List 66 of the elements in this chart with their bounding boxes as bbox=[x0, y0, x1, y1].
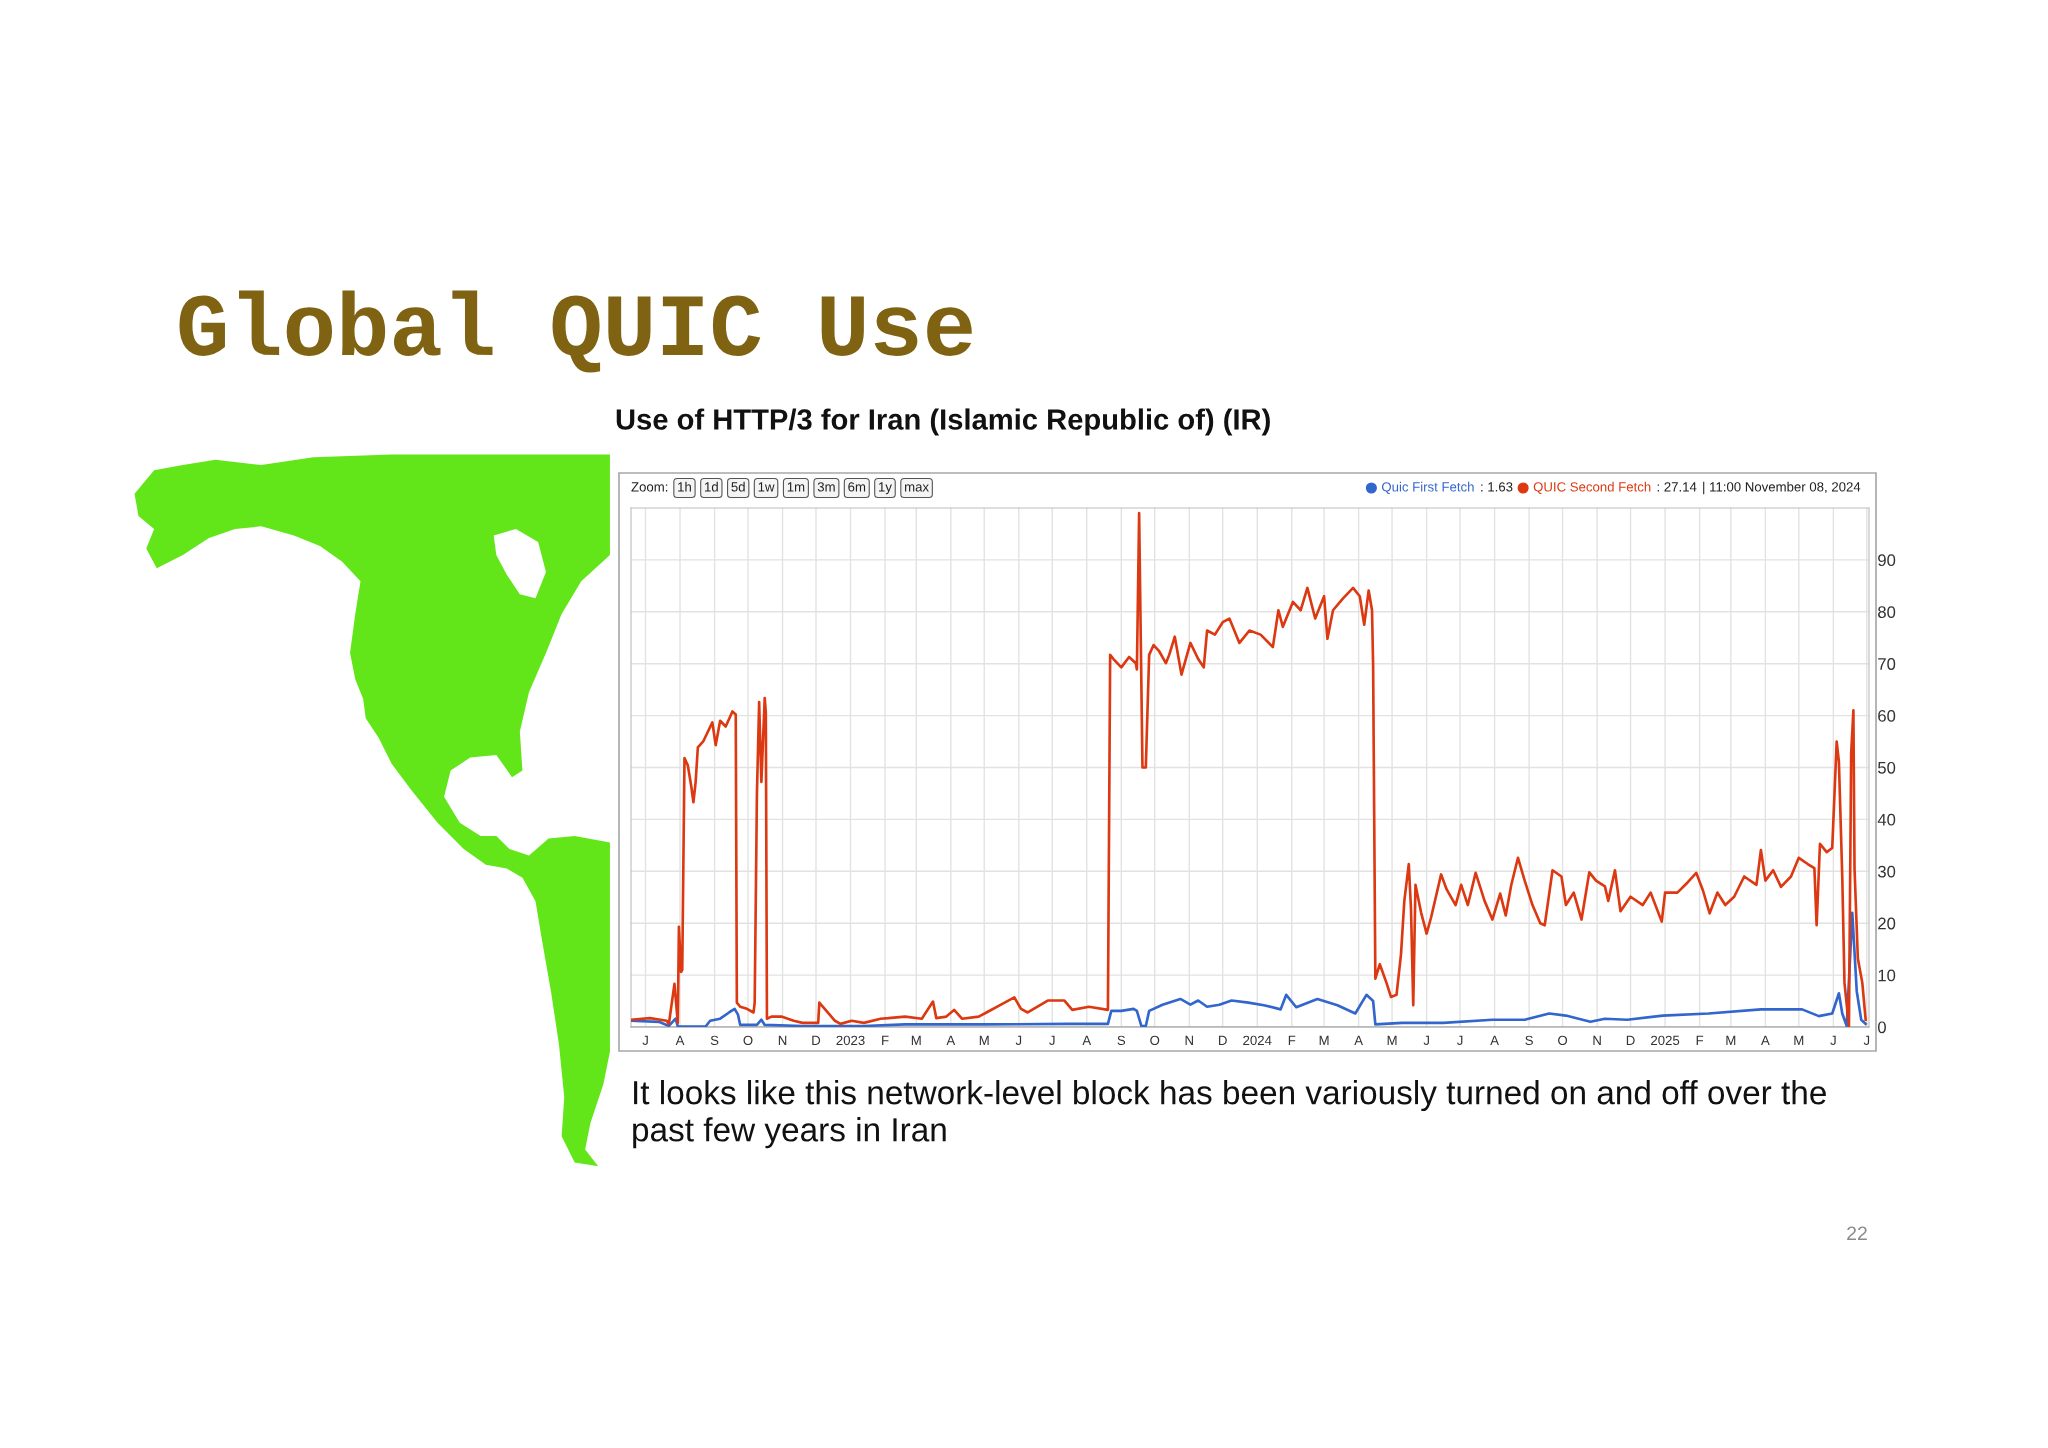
x-tick-label: J bbox=[1456, 1035, 1463, 1046]
x-tick-label: S bbox=[1117, 1035, 1126, 1046]
y-tick-label: 0 bbox=[1877, 1021, 1886, 1034]
x-tick-label: D bbox=[1219, 1035, 1227, 1045]
legend-label: QUIC Second Fetch bbox=[1533, 481, 1651, 494]
text: 1w bbox=[758, 482, 775, 492]
text: 1y bbox=[879, 482, 892, 495]
x-tick-label: M bbox=[1794, 1035, 1804, 1045]
text: | 11:00 November 08, 2024 bbox=[1703, 481, 1861, 495]
x-tick-label: S bbox=[710, 1035, 719, 1046]
text: max bbox=[905, 484, 929, 492]
x-tick-label: J bbox=[642, 1035, 648, 1046]
x-tick-label: 2025 bbox=[1651, 1035, 1680, 1046]
y-tick-label: 40 bbox=[1877, 813, 1896, 826]
text: 6m bbox=[848, 482, 866, 492]
x-tick-label: A bbox=[946, 1035, 956, 1045]
x-tick-label: A bbox=[675, 1035, 685, 1045]
y-tick-label: 60 bbox=[1878, 710, 1896, 722]
x-tick-label: M bbox=[1387, 1035, 1397, 1045]
x-tick-label: A bbox=[1082, 1035, 1092, 1045]
x-tick-label: D bbox=[812, 1035, 821, 1045]
text: 1d bbox=[705, 481, 718, 492]
x-tick-label: F bbox=[1288, 1035, 1296, 1045]
x-tick-label: N bbox=[1185, 1035, 1193, 1045]
x-tick-label: M bbox=[1319, 1035, 1329, 1045]
x-tick-label: O bbox=[743, 1035, 753, 1046]
x-tick-label: A bbox=[1761, 1035, 1770, 1045]
x-tick-label: A bbox=[1354, 1035, 1364, 1045]
text: 3m bbox=[817, 482, 835, 492]
x-tick-label: J bbox=[1049, 1035, 1055, 1046]
y-tick-label: 30 bbox=[1877, 865, 1896, 878]
text: 1h bbox=[678, 481, 691, 492]
x-tick-label: J bbox=[1863, 1035, 1870, 1046]
x-tick-label: M bbox=[979, 1035, 989, 1045]
x-tick-label: S bbox=[1525, 1035, 1533, 1046]
text: 5d bbox=[731, 481, 745, 492]
x-tick-label: J bbox=[1423, 1035, 1429, 1046]
x-tick-label: D bbox=[1626, 1035, 1635, 1045]
x-tick-label: M bbox=[1726, 1035, 1736, 1045]
x-tick-label: J bbox=[1015, 1035, 1022, 1046]
x-tick-label: F bbox=[882, 1035, 889, 1045]
y-tick-label: 50 bbox=[1878, 761, 1896, 774]
x-tick-label: F bbox=[1696, 1035, 1704, 1045]
x-tick-label: O bbox=[1558, 1035, 1568, 1046]
x-tick-label: M bbox=[911, 1035, 921, 1045]
x-tick-label: 2024 bbox=[1243, 1035, 1272, 1046]
legend-label: Quic First Fetch bbox=[1382, 481, 1474, 494]
text: : 27.14 bbox=[1657, 482, 1697, 492]
y-tick-label: 70 bbox=[1878, 658, 1896, 670]
x-tick-label: A bbox=[1490, 1035, 1499, 1045]
chart-subtitle: Use of HTTP/3 for Iran (Islamic Republic of) (IR) bbox=[616, 408, 1270, 436]
text: : 1.63 bbox=[1481, 482, 1513, 492]
text: 1m bbox=[787, 482, 805, 492]
text: 22 bbox=[1847, 1226, 1867, 1241]
y-tick-label: 90 bbox=[1878, 554, 1896, 567]
x-tick-label: N bbox=[1593, 1035, 1601, 1045]
chart-title: Global QUIC Use bbox=[179, 290, 972, 373]
x-tick-label: O bbox=[1150, 1035, 1160, 1046]
x-tick-label: N bbox=[778, 1035, 787, 1045]
y-tick-label: 20 bbox=[1878, 917, 1896, 930]
y-tick-label: 80 bbox=[1878, 606, 1896, 618]
text: It looks like this network-level block has been variously turned on and off over the past few years in Iran bbox=[633, 1080, 1826, 1149]
text: Zoom: bbox=[631, 482, 668, 492]
y-tick-label: 10 bbox=[1878, 969, 1896, 982]
x-tick-label: 2023 bbox=[836, 1035, 865, 1046]
x-tick-label: J bbox=[1830, 1035, 1836, 1046]
